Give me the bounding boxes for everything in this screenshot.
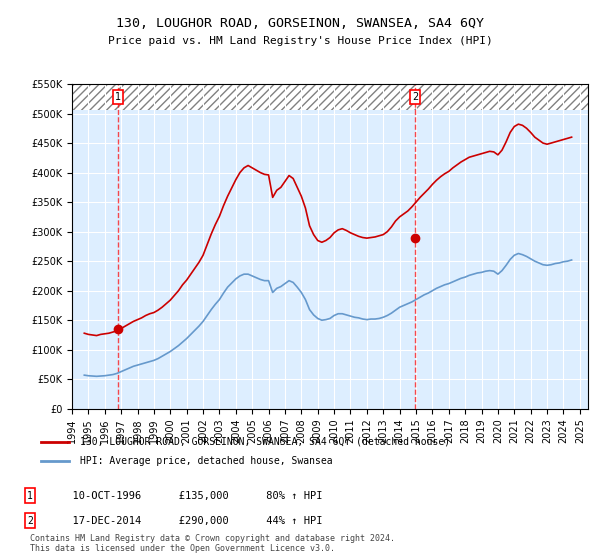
Text: Price paid vs. HM Land Registry's House Price Index (HPI): Price paid vs. HM Land Registry's House … [107,36,493,46]
Text: 1: 1 [27,491,33,501]
Bar [72,77,588,110]
Text: 2: 2 [27,516,33,526]
Text: Contains HM Land Registry data © Crown copyright and database right 2024.
This d: Contains HM Land Registry data © Crown c… [30,534,395,553]
Text: HPI: Average price, detached house, Swansea: HPI: Average price, detached house, Swan… [80,456,332,465]
Text: 130, LOUGHOR ROAD, GORSEINON, SWANSEA, SA4 6QY (detached house): 130, LOUGHOR ROAD, GORSEINON, SWANSEA, S… [80,437,450,447]
Text: 1: 1 [115,92,121,102]
Text: 17-DEC-2014      £290,000      44% ↑ HPI: 17-DEC-2014 £290,000 44% ↑ HPI [60,516,323,526]
Text: 2: 2 [412,92,418,102]
Text: 10-OCT-1996      £135,000      80% ↑ HPI: 10-OCT-1996 £135,000 80% ↑ HPI [60,491,323,501]
Text: 130, LOUGHOR ROAD, GORSEINON, SWANSEA, SA4 6QY: 130, LOUGHOR ROAD, GORSEINON, SWANSEA, S… [116,17,484,30]
